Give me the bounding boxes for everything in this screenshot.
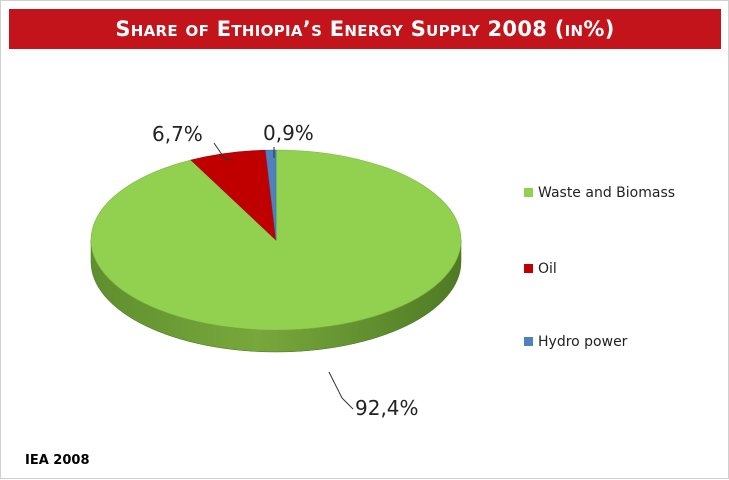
legend-swatch-hydro-power [524, 337, 533, 346]
chart-title: Share of Ethiopia’s Energy Supply 2008 (… [115, 17, 615, 41]
leader-oil [213, 142, 234, 161]
data-label-oil: 6,7% [152, 122, 203, 146]
legend-swatch-waste-and-biomass [524, 188, 533, 197]
legend-label-hydro-power: Hydro power [538, 334, 628, 350]
data-label-hydro-power: 0,9% [263, 121, 314, 145]
source-note: IEA 2008 [25, 453, 90, 468]
legend-label-waste-and-biomass: Waste and Biomass [538, 185, 675, 201]
legend-label-oil: Oil [538, 261, 557, 277]
title-bar: Share of Ethiopia’s Energy Supply 2008 (… [9, 9, 721, 49]
slice-waste-and-biomass [90, 149, 462, 331]
legend-swatch-oil [524, 264, 533, 273]
leader-waste-and-biomass [328, 371, 354, 410]
slice-hydro-power [265, 149, 277, 241]
data-label-waste-and-biomass: 92,4% [355, 396, 419, 420]
